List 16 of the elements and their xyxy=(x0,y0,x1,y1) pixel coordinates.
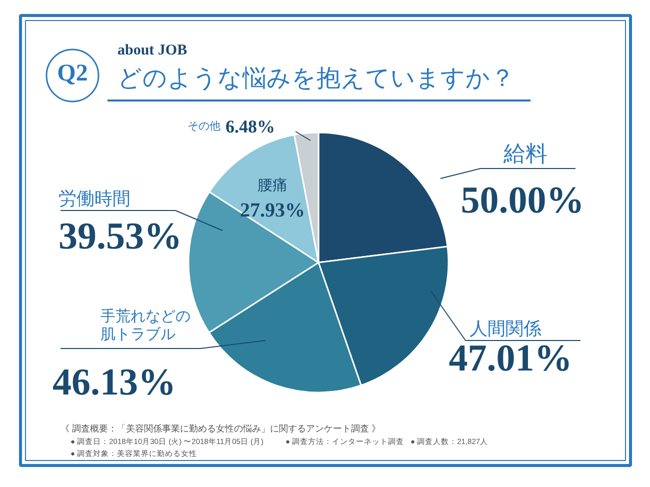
text: 《 調査概要：「美容関係事業に勤める女性の悩み」に関するアンケート調査 》 xyxy=(60,424,381,434)
slice-label: 人間関係 xyxy=(470,318,542,338)
slice-label: その他 xyxy=(188,120,220,132)
data-label: 46.13% xyxy=(52,362,176,404)
data-label: 47.01% xyxy=(448,338,572,380)
chart-title: どのような悩みを抱えていますか？ xyxy=(118,65,514,92)
text: Q2 xyxy=(57,60,88,86)
data-label: 39.53% xyxy=(58,216,182,258)
slice-label: 給料 xyxy=(502,141,548,166)
data-label: 6.48% xyxy=(226,116,275,136)
slice-label: 腰痛 xyxy=(258,177,288,194)
slice-label: 手荒れなどの肌トラブル xyxy=(100,308,190,343)
slice-label: 労働時間 xyxy=(58,188,130,208)
data-label: 50.00% xyxy=(460,180,584,222)
data-label: 27.93% xyxy=(240,200,305,222)
chart-subtitle: about JOB xyxy=(118,42,188,58)
